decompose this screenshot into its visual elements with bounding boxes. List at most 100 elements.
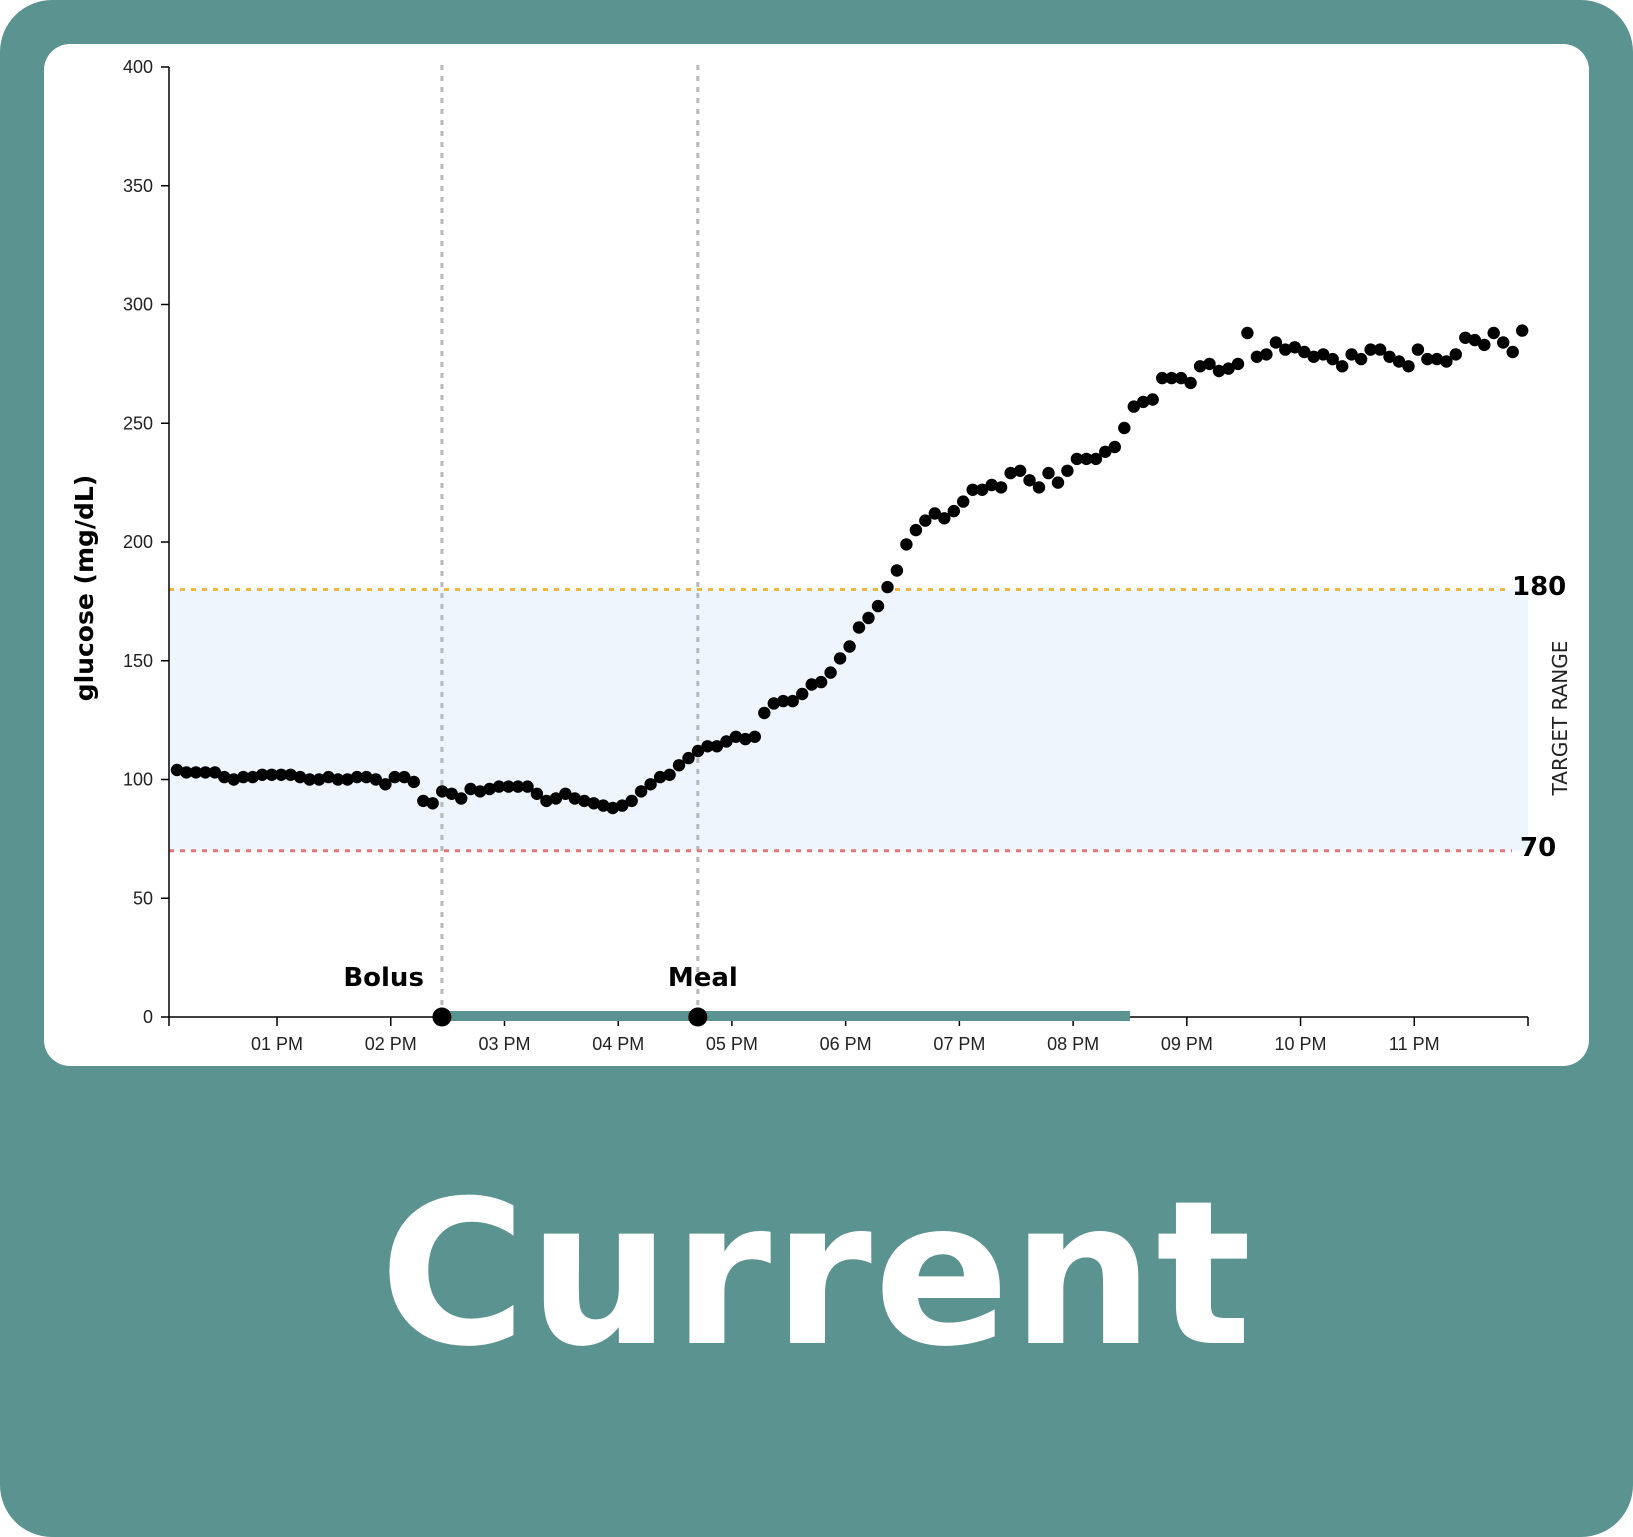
glucose-point (663, 768, 676, 781)
glucose-point (275, 768, 288, 781)
glucose-point (786, 694, 799, 708)
glucose-point (1459, 331, 1472, 344)
glucose-point (1013, 464, 1027, 477)
glucose-point (900, 538, 913, 551)
glucose-point (843, 640, 856, 653)
glucose-point (852, 621, 866, 634)
glucose-point (1269, 336, 1283, 349)
x-tick-label: 01 PM (251, 1034, 303, 1054)
y-tick-label: 50 (133, 888, 153, 908)
x-tick-label: 07 PM (933, 1034, 985, 1054)
glucose-point (417, 794, 430, 808)
y-tick-label: 200 (123, 532, 153, 552)
glucose-point (1212, 364, 1226, 378)
glucose-point (1468, 333, 1482, 347)
glucose-point (578, 794, 591, 808)
glucose-point (1449, 348, 1463, 361)
glucose-point (464, 782, 477, 796)
x-tick-label: 02 PM (365, 1034, 417, 1054)
glucose-point (672, 759, 686, 772)
glucose-point (1137, 395, 1150, 409)
glucose-point (957, 495, 970, 508)
glucose-point (559, 787, 572, 800)
glucose-point (1392, 355, 1406, 368)
glucose-point (227, 773, 240, 786)
glucose-point (483, 782, 496, 796)
glucose-point (1516, 324, 1529, 337)
glucose-point (691, 744, 705, 758)
x-tick-label: 10 PM (1275, 1034, 1327, 1054)
upper-target-label: 180 (1512, 572, 1566, 602)
glucose-point (1487, 326, 1500, 340)
glucose-point (256, 768, 269, 781)
glucose-point (862, 611, 875, 625)
y-tick-label: 400 (123, 57, 153, 77)
y-tick-label: 350 (123, 176, 153, 196)
glucose-point (871, 599, 885, 613)
glucose-point (1127, 400, 1141, 413)
glucose-point (293, 770, 307, 784)
glucose-point (1241, 326, 1254, 340)
glucose-point (388, 770, 401, 784)
glucose-point (473, 785, 487, 798)
x-tick-label: 03 PM (478, 1034, 530, 1054)
glucose-point (237, 770, 250, 784)
x-tick-label: 11 PM (1389, 1034, 1440, 1054)
x-tick-label: 04 PM (592, 1034, 644, 1054)
glucose-point (1336, 360, 1349, 373)
glucose-point (322, 770, 335, 784)
glucose-point (909, 523, 923, 537)
bolus-event-marker (432, 1007, 452, 1027)
glucose-point (1279, 343, 1292, 356)
glucose-point (445, 787, 458, 800)
glucose-point (455, 792, 468, 805)
x-tick-label: 05 PM (706, 1034, 758, 1054)
glucose-point (189, 766, 203, 779)
glucose-point (1430, 352, 1444, 366)
glucose-point (644, 778, 657, 791)
glucose-point (758, 706, 771, 720)
y-axis-label: glucose (mg/dL) (70, 475, 99, 702)
meal-event-label: Meal (668, 963, 738, 993)
glucose-point (1061, 464, 1074, 477)
glucose-point (379, 778, 392, 791)
glucose-point (796, 687, 809, 701)
glucose-point (1146, 393, 1159, 406)
glucose-point (1288, 341, 1302, 354)
y-tick-label: 300 (123, 295, 153, 315)
target-range-band (169, 589, 1528, 851)
glucose-point (653, 770, 667, 784)
glucose-point (1402, 360, 1415, 373)
glucose-point (331, 773, 345, 786)
glucose-point (1042, 466, 1055, 480)
glucose-point (1051, 476, 1065, 489)
y-tick-label: 250 (123, 413, 153, 433)
glucose-point (1260, 348, 1273, 361)
glucose-point (1184, 376, 1197, 390)
glucose-point (1070, 452, 1084, 466)
glucose-point (284, 768, 297, 781)
glucose-point (701, 740, 714, 753)
glucose-point (1203, 357, 1216, 371)
glucose-point (1298, 345, 1311, 359)
glucose-point (1364, 343, 1377, 356)
glucose-point (1089, 452, 1103, 466)
glucose-point (1222, 362, 1235, 375)
glucose-point (1080, 452, 1093, 466)
glucose-point (1383, 350, 1396, 363)
bolus-event-label: Bolus (343, 963, 424, 993)
glucose-point (1099, 445, 1112, 458)
glucose-point (966, 483, 979, 496)
glucose-point (1307, 350, 1320, 363)
glucose-point (777, 694, 790, 708)
glucose-point (824, 666, 837, 679)
x-tick-label: 08 PM (1047, 1034, 1099, 1054)
x-tick-label: 09 PM (1161, 1034, 1213, 1054)
glucose-point (1156, 371, 1169, 385)
glucose-point (805, 678, 818, 691)
glucose-point (739, 732, 752, 746)
glucose-point (1373, 343, 1387, 356)
glucose-point (1317, 348, 1330, 361)
glucose-point (881, 580, 894, 594)
glucose-point (502, 780, 515, 793)
